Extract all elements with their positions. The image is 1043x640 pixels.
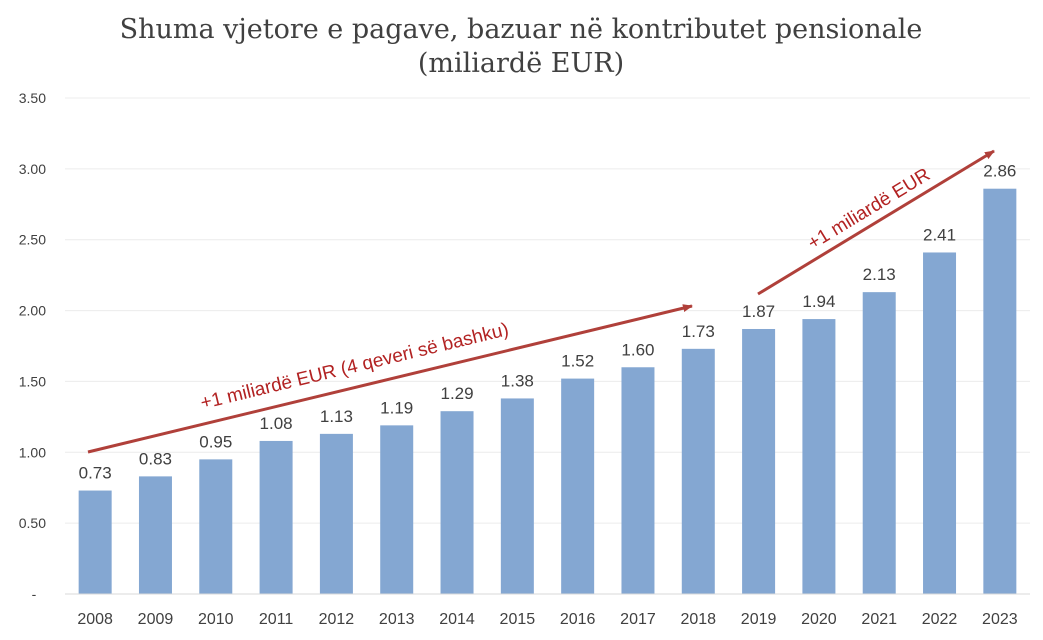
bar-2019 — [742, 328, 776, 594]
data-label-2022: 2.41 — [923, 225, 956, 244]
x-tick-label-2019: 2019 — [741, 611, 777, 628]
bar-2022 — [923, 252, 957, 594]
x-tick-label-2011: 2011 — [259, 611, 294, 628]
y-tick-label: 2.50 — [19, 232, 46, 248]
data-label-2021: 2.13 — [863, 265, 896, 284]
x-tick-label-2021: 2021 — [861, 611, 897, 628]
y-tick-label: 0.50 — [19, 515, 46, 531]
bar-2017 — [621, 367, 655, 594]
annotation-2: +1 miliardë EUR — [804, 164, 934, 254]
bar-2009 — [138, 476, 172, 594]
y-tick-label: 2.00 — [19, 303, 46, 319]
data-label-2011: 1.08 — [260, 414, 293, 433]
data-label-2012: 1.13 — [320, 407, 353, 426]
trend-arrow-1 — [87, 304, 693, 454]
y-tick-label: 1.50 — [19, 373, 46, 389]
bar-2008 — [78, 490, 112, 594]
x-tick-label-2017: 2017 — [620, 611, 656, 628]
bar-2016 — [561, 378, 595, 594]
data-label-2020: 1.94 — [802, 292, 835, 311]
data-label-2019: 1.87 — [742, 302, 775, 321]
x-tick-label-2020: 2020 — [801, 611, 837, 628]
data-label-2016: 1.52 — [561, 352, 594, 371]
data-label-2013: 1.19 — [380, 398, 413, 417]
bar-2015 — [500, 398, 534, 594]
x-tick-label-2013: 2013 — [379, 611, 415, 628]
gridlines — [65, 97, 1030, 524]
data-label-2008: 0.73 — [79, 464, 112, 483]
bar-2023 — [983, 188, 1017, 594]
bar-2020 — [802, 319, 836, 594]
bar-2011 — [259, 440, 293, 594]
x-tick-label-2016: 2016 — [560, 611, 596, 628]
data-label-2018: 1.73 — [682, 322, 715, 341]
y-tick-label: 3.50 — [19, 90, 46, 106]
data-label-2009: 0.83 — [139, 449, 172, 468]
data-label-2017: 1.60 — [621, 340, 654, 359]
data-labels: 0.73 0.83 0.95 1.08 1.13 1.19 1.29 1.38 1.52 1.60… — [79, 162, 1017, 483]
bar-2014 — [440, 411, 474, 594]
y-axis-ticks: - 0.50 1.00 1.50 2.00 2.50 3.00 3.50 — [19, 90, 46, 602]
chart-title-line2: (miliardë EUR) — [418, 48, 624, 79]
bar-2021 — [862, 292, 896, 594]
x-tick-label-2015: 2015 — [500, 611, 536, 628]
data-label-2023: 2.86 — [983, 162, 1016, 181]
data-label-2014: 1.29 — [440, 384, 473, 403]
trend-arrow-2 — [757, 149, 995, 296]
x-tick-label-2018: 2018 — [680, 611, 716, 628]
x-tick-label-2012: 2012 — [319, 611, 355, 628]
x-tick-label-2014: 2014 — [439, 611, 475, 628]
bar-2013 — [380, 425, 414, 594]
x-tick-label-2010: 2010 — [198, 611, 234, 628]
x-tick-label-2009: 2009 — [138, 611, 174, 628]
data-label-2010: 0.95 — [199, 432, 232, 451]
bar-2012 — [319, 433, 353, 594]
y-tick-label: - — [32, 586, 37, 602]
x-tick-label-2008: 2008 — [77, 611, 113, 628]
x-axis-ticks: 2008 2009 2010 2011 2012 2013 2014 2015 2016 2017… — [77, 611, 1017, 628]
y-tick-label: 3.00 — [19, 161, 46, 177]
y-tick-label: 1.00 — [19, 444, 46, 460]
bar-2010 — [199, 459, 233, 594]
bars — [78, 188, 1017, 594]
x-tick-label-2022: 2022 — [922, 611, 958, 628]
x-tick-label-2023: 2023 — [982, 611, 1018, 628]
chart-title-line1: Shuma vjetore e pagave, bazuar në kontri… — [120, 14, 923, 45]
bar-2018 — [681, 348, 715, 594]
data-label-2015: 1.38 — [501, 371, 534, 390]
